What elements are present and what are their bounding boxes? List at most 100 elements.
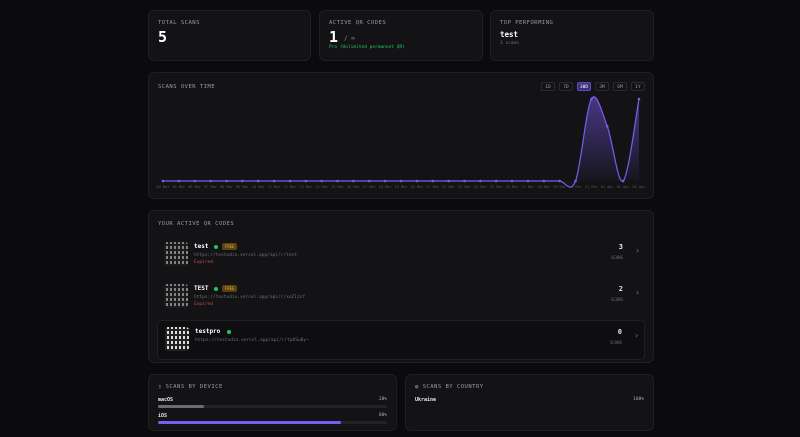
- scan-label: SCANS: [610, 297, 623, 302]
- stat-card: TOTAL SCANS 5: [148, 10, 311, 61]
- x-tick-label: 17 Mar: [363, 185, 377, 189]
- x-tick-label: 22 Mar: [442, 185, 456, 189]
- x-tick-label: 08 Mar: [220, 185, 234, 189]
- qr-image: [164, 284, 188, 308]
- stat-value: 1: [329, 28, 339, 46]
- range-button[interactable]: 1D: [541, 82, 555, 91]
- x-tick-label: 29 Mar: [553, 185, 567, 189]
- point: [431, 179, 435, 183]
- qr-row[interactable]: TEST FREE https://testudio.vercel.app/api/…: [157, 278, 645, 316]
- qr-name: testpro: [195, 328, 221, 335]
- x-tick-label: 18 Mar: [379, 185, 393, 189]
- x-tick-label: 15 Mar: [331, 185, 345, 189]
- device-card: ▯ SCANS BY DEVICE macOS 20% iOS 80%: [148, 374, 397, 431]
- point: [542, 179, 546, 183]
- section-title: ▯ SCANS BY DEVICE: [158, 384, 223, 390]
- qr-name: test: [194, 243, 209, 250]
- x-tick-label: 11 Mar: [268, 185, 282, 189]
- stat-value: 5: [158, 28, 168, 46]
- point: [336, 179, 339, 183]
- point: [383, 179, 387, 183]
- x-tick-label: 19 Mar: [395, 185, 409, 189]
- point: [177, 179, 181, 183]
- range-button[interactable]: 1Y: [631, 82, 645, 91]
- line: [162, 96, 640, 188]
- x-tick-label: 14 Mar: [315, 185, 329, 189]
- x-tick-label: 13 Mar: [299, 185, 313, 189]
- point: [494, 179, 498, 183]
- qr-card: YOUR ACTIVE QR CODES test FREE https://tes…: [148, 210, 654, 363]
- x-tick-label: 31 Mar: [585, 185, 599, 189]
- qr-image: [165, 327, 189, 351]
- stat-card: TOP PERFORMING test 3 scans: [490, 10, 654, 61]
- bar-track: [158, 405, 387, 408]
- x-tick-label: 05 Mar: [172, 185, 186, 189]
- x-tick-label: 27 Mar: [521, 185, 535, 189]
- point: [558, 179, 561, 183]
- range-button[interactable]: 30D: [577, 82, 591, 91]
- range-button[interactable]: 6M: [613, 82, 627, 91]
- point: [479, 179, 482, 183]
- point: [256, 179, 260, 183]
- country-card: ◍ SCANS BY COUNTRY Ukraine 100%: [405, 374, 654, 431]
- point: [241, 179, 244, 183]
- point: [352, 179, 355, 183]
- plan-badge: FREE: [221, 285, 238, 292]
- country-pct: 100%: [633, 397, 644, 402]
- qr-status: Expired: [194, 260, 213, 265]
- scan-count: 0: [617, 328, 622, 336]
- point: [463, 179, 466, 183]
- point: [193, 179, 197, 183]
- point: [320, 179, 323, 183]
- device-pct: 80%: [378, 413, 387, 418]
- device-pct: 20%: [378, 397, 387, 402]
- point: [209, 179, 212, 183]
- x-tick-label: 28 Mar: [537, 185, 551, 189]
- x-tick-label: 21 Mar: [426, 185, 440, 189]
- qr-url: https://testudio.vercel.app/api/r/xoZ1zs…: [194, 295, 306, 300]
- range-button[interactable]: 3M: [595, 82, 609, 91]
- point: [621, 179, 625, 183]
- x-tick-label: 02 Apr: [617, 185, 631, 189]
- scan-count: 3: [618, 243, 623, 251]
- chart: 04 Mar 05 Mar 06 Mar 07 Mar 08 Mar 09 Mar 10 M…: [157, 96, 647, 189]
- scan-label: SCANS: [609, 340, 622, 345]
- point: [225, 179, 228, 183]
- area: [163, 96, 639, 188]
- qr-row[interactable]: test FREE https://testudio.vercel.app/api/…: [157, 236, 645, 274]
- point: [447, 179, 450, 183]
- qr-status: Expired: [194, 302, 213, 307]
- x-tick-label: 20 Mar: [410, 185, 424, 189]
- point: [637, 97, 641, 101]
- status-dot: [227, 330, 232, 334]
- plan: Pro (Unlimited permanent QR): [329, 45, 405, 50]
- x-tick-label: 06 Mar: [188, 185, 202, 189]
- point: [605, 125, 609, 128]
- section-title: ◍ SCANS BY COUNTRY: [415, 384, 484, 390]
- bar: [158, 421, 342, 424]
- point: [272, 179, 276, 183]
- range-button[interactable]: 7D: [559, 82, 573, 91]
- point: [526, 179, 530, 183]
- stat-limit: / ∞: [344, 35, 355, 42]
- qr-row[interactable]: testpro https://testudio.vercel.app/api/r…: [157, 320, 645, 360]
- status-dot: [213, 287, 218, 291]
- x-tick-label: 25 Mar: [490, 185, 504, 189]
- point: [399, 179, 403, 183]
- stat-label: ACTIVE QR CODES: [329, 20, 387, 26]
- qr-url: https://testudio.vercel.app/api/r/tp8Su0…: [195, 338, 309, 343]
- x-tick-label: 12 Mar: [283, 185, 297, 189]
- device-name: macOS: [158, 397, 174, 403]
- qr-image: [164, 242, 188, 266]
- x-tick-label: 03 Apr: [633, 185, 647, 189]
- stat-label: TOTAL SCANS: [158, 20, 200, 26]
- title-text: SCANS BY COUNTRY: [422, 384, 484, 390]
- x-tick-label: 24 Mar: [474, 185, 488, 189]
- x-tick-label: 07 Mar: [204, 185, 218, 189]
- point: [304, 179, 308, 183]
- chart-card: SCANS OVER TIME 04 Mar 05 Mar 06 Mar 07 Mar…: [148, 72, 654, 199]
- chevron: ›: [634, 331, 639, 340]
- section-title: YOUR ACTIVE QR CODES: [158, 221, 235, 227]
- plan-badge: FREE: [221, 243, 238, 250]
- country-name: Ukraine: [415, 397, 437, 403]
